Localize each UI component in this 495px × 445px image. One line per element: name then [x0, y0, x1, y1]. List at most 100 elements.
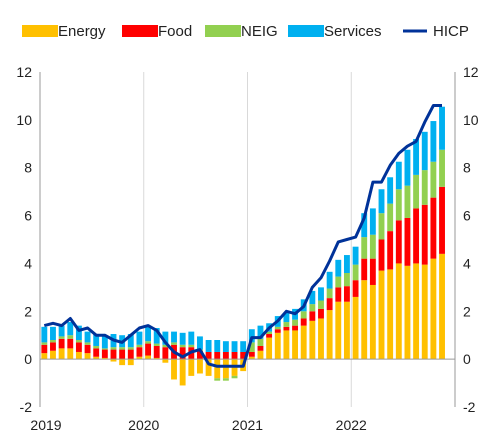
y-tick-left: 2 — [24, 303, 32, 319]
bar-neig-33 — [326, 288, 333, 299]
bar-food-36 — [352, 280, 359, 297]
bar-services-3 — [67, 322, 74, 336]
bar-neig-30 — [300, 311, 307, 319]
bar-neig-43 — [413, 174, 420, 209]
bar-energy-12 — [145, 355, 152, 360]
bar-services-41 — [395, 161, 402, 190]
y-tick-left: 0 — [24, 351, 32, 367]
bar-energy-42 — [404, 265, 411, 360]
bar-neig-17 — [188, 344, 195, 348]
legend-label-services: Services — [324, 23, 382, 40]
bar-neig-3 — [67, 335, 74, 339]
bar-energy-31 — [309, 320, 316, 360]
bar-energy-26 — [266, 337, 273, 360]
y-tick-left: 12 — [16, 64, 32, 80]
bar-services-6 — [93, 334, 100, 346]
y-tick-right: 4 — [463, 255, 471, 271]
bar-services-11 — [136, 331, 143, 345]
bar-food-7 — [101, 349, 108, 358]
bar-energy-39 — [378, 270, 385, 360]
bar-neig-26 — [266, 331, 273, 335]
bar-energy-33 — [326, 310, 333, 360]
bar-services-2 — [58, 325, 65, 337]
bar-food-1 — [50, 342, 56, 351]
bar-food-2 — [58, 338, 65, 349]
bar-energy-20 — [214, 359, 221, 379]
y-tick-left: 4 — [24, 255, 32, 271]
bar-neig-6 — [93, 345, 100, 349]
bar-neig-13 — [153, 343, 160, 346]
bar-energy-45 — [430, 258, 437, 360]
bar-energy-46 — [439, 253, 445, 360]
bar-neig-46 — [439, 149, 445, 187]
axes — [39, 72, 456, 407]
bar-services-39 — [378, 189, 385, 214]
bar-food-35 — [343, 286, 350, 302]
bars — [41, 106, 445, 386]
bar-services-23 — [240, 341, 247, 352]
bar-services-43 — [413, 139, 420, 175]
bar-food-6 — [93, 348, 100, 357]
bar-neig-32 — [318, 300, 324, 309]
bar-neig-24 — [248, 342, 255, 352]
bar-neig-39 — [378, 213, 385, 240]
legend-label-hicp: HICP — [433, 23, 469, 40]
bar-energy-17 — [188, 359, 195, 376]
bar-energy-7 — [101, 357, 108, 360]
bar-food-40 — [387, 231, 394, 270]
bar-neig-35 — [343, 273, 350, 287]
bar-services-28 — [283, 312, 290, 323]
bar-services-16 — [179, 332, 186, 345]
bar-services-22 — [231, 341, 238, 352]
bar-energy-36 — [352, 296, 359, 360]
bar-services-7 — [101, 336, 108, 349]
legend: Energy Food NEIG Services HICP — [22, 23, 469, 40]
bar-food-20 — [214, 351, 221, 360]
bar-energy-14 — [162, 359, 169, 363]
bar-services-10 — [127, 334, 134, 348]
bar-neig-22 — [231, 375, 238, 379]
bar-neig-16 — [179, 344, 186, 348]
bar-neig-27 — [274, 326, 281, 330]
y-tick-left: 8 — [24, 160, 32, 176]
bar-food-30 — [300, 318, 307, 326]
bar-neig-37 — [361, 237, 368, 259]
bar-energy-41 — [395, 263, 402, 360]
bar-food-16 — [179, 347, 186, 360]
bar-neig-4 — [75, 340, 82, 343]
bar-services-12 — [145, 326, 152, 342]
bar-neig-29 — [292, 319, 298, 326]
bar-neig-5 — [84, 342, 91, 345]
bar-energy-35 — [343, 301, 350, 360]
bar-food-34 — [335, 287, 342, 302]
bar-energy-8 — [110, 359, 117, 362]
bar-energy-3 — [67, 348, 74, 360]
bar-energy-34 — [335, 301, 342, 360]
hicp-line — [43, 104, 442, 368]
bar-energy-40 — [387, 269, 394, 360]
bar-neig-25 — [257, 338, 264, 346]
bar-food-3 — [67, 338, 74, 349]
bar-food-14 — [162, 347, 169, 360]
bar-energy-15 — [171, 359, 177, 380]
bar-food-22 — [231, 351, 238, 360]
bar-neig-15 — [171, 342, 177, 345]
x-tick-label: 2022 — [336, 417, 367, 433]
bar-services-42 — [404, 149, 411, 186]
bar-food-19 — [205, 351, 212, 360]
bar-neig-10 — [127, 347, 134, 350]
bar-food-43 — [413, 208, 420, 264]
y-tick-left: 10 — [16, 112, 32, 128]
y-tick-right: 8 — [463, 160, 471, 176]
bar-energy-37 — [361, 280, 368, 360]
bar-services-44 — [421, 131, 428, 171]
bar-neig-12 — [145, 341, 152, 344]
bar-energy-10 — [127, 359, 134, 366]
bar-services-38 — [369, 208, 376, 235]
y-tick-right: 2 — [463, 303, 471, 319]
bar-energy-38 — [369, 284, 376, 360]
bar-food-4 — [75, 342, 82, 352]
bar-food-27 — [274, 329, 281, 333]
bar-services-15 — [171, 331, 177, 343]
